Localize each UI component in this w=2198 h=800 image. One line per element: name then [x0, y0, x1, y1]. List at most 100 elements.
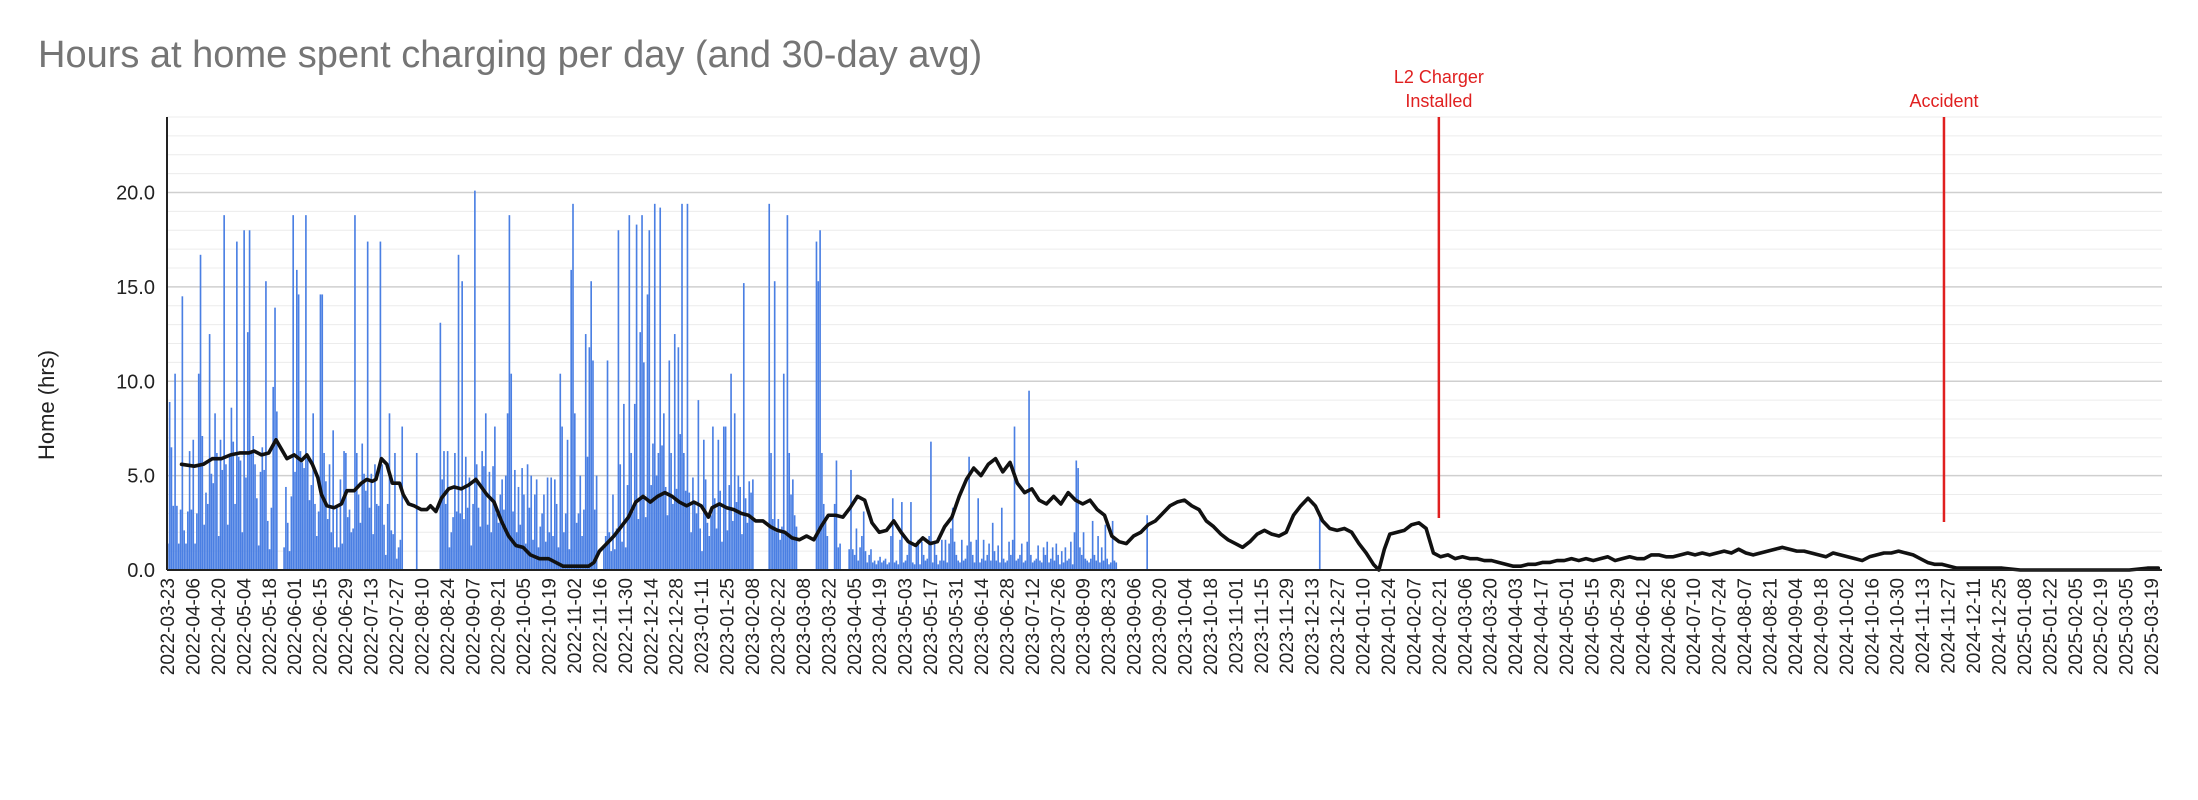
bar	[1010, 554, 1012, 570]
bar	[962, 560, 965, 570]
bar	[248, 230, 251, 570]
x-tick-label: 2024-06-12	[1633, 578, 1654, 675]
bar	[1115, 562, 1118, 570]
bar	[223, 215, 225, 570]
bar	[697, 400, 700, 571]
bar	[374, 464, 376, 570]
bar	[683, 452, 685, 570]
bar	[850, 469, 852, 570]
x-tick-label: 2023-10-04	[1175, 578, 1196, 676]
bar	[655, 475, 658, 571]
bar	[181, 296, 184, 570]
x-tick-label: 2023-10-18	[1201, 578, 1222, 675]
bar	[506, 413, 509, 570]
bar	[226, 524, 229, 570]
bar	[915, 545, 918, 570]
bar	[984, 560, 987, 570]
bar	[773, 281, 776, 570]
bar	[643, 362, 645, 571]
bar	[944, 539, 947, 570]
bar	[230, 407, 233, 570]
x-tick-label: 2022-06-01	[285, 578, 306, 675]
bar	[497, 522, 500, 570]
x-tick-label: 2024-05-01	[1557, 578, 1578, 675]
bar	[486, 524, 489, 570]
x-tick-label: 2023-02-22	[768, 578, 789, 675]
bar	[833, 503, 836, 570]
bar	[305, 215, 307, 570]
bar	[746, 522, 749, 570]
bar	[317, 511, 320, 570]
bar	[243, 230, 245, 570]
y-tick-label: 10.0	[116, 371, 155, 393]
bar	[328, 464, 331, 570]
bar	[381, 464, 384, 570]
bar	[882, 560, 885, 570]
bar	[1053, 560, 1056, 570]
bar	[530, 475, 533, 571]
bar	[781, 526, 783, 570]
bar	[523, 494, 525, 570]
bar	[990, 560, 992, 570]
bar	[257, 545, 260, 570]
bar	[570, 269, 572, 570]
bar	[246, 332, 249, 570]
bar	[439, 322, 442, 570]
bar	[911, 562, 914, 570]
x-tick-label: 2024-08-21	[1761, 578, 1782, 675]
bar	[997, 545, 999, 570]
bar	[621, 541, 623, 570]
bar	[415, 452, 418, 570]
y-tick-label: 20.0	[116, 183, 155, 205]
x-tick-label: 2022-09-07	[463, 578, 484, 675]
bar	[541, 513, 543, 571]
bar	[741, 534, 743, 570]
bar	[637, 519, 640, 570]
x-tick-label: 2022-04-20	[209, 578, 230, 675]
bar	[297, 294, 300, 570]
bar	[713, 498, 716, 570]
bar	[855, 528, 858, 570]
bar	[179, 509, 182, 570]
bar	[686, 203, 689, 570]
bar	[873, 560, 876, 570]
x-tick-label: 2023-06-28	[997, 578, 1018, 675]
bar	[188, 451, 191, 570]
bar	[942, 560, 945, 570]
x-tick-label: 2023-03-08	[794, 578, 815, 675]
bar	[661, 445, 663, 570]
bar	[899, 539, 901, 570]
bar	[664, 486, 667, 570]
bar	[581, 536, 583, 570]
bar	[946, 562, 949, 570]
bar	[973, 562, 976, 570]
bar	[310, 485, 313, 570]
bar	[606, 360, 609, 570]
x-tick-label: 2024-10-02	[1837, 578, 1858, 675]
bar	[1066, 560, 1069, 570]
bar	[931, 562, 934, 570]
bar	[908, 541, 910, 570]
x-tick-label: 2022-08-24	[438, 578, 459, 676]
bar	[194, 543, 196, 570]
bar	[839, 543, 841, 570]
x-tick-label: 2023-12-13	[1303, 578, 1324, 675]
bar	[383, 524, 385, 570]
bar	[232, 441, 235, 570]
bar	[1084, 558, 1087, 570]
bar	[906, 554, 909, 570]
bar	[1017, 558, 1019, 570]
bar	[1046, 541, 1049, 570]
bar	[375, 503, 378, 570]
bar	[236, 241, 238, 570]
bar	[306, 454, 309, 570]
x-tick-label: 2024-11-27	[1939, 578, 1960, 674]
bar	[1013, 426, 1016, 570]
bar	[323, 452, 325, 570]
bar	[495, 513, 498, 571]
bar	[870, 549, 872, 570]
x-tick-label: 2023-08-09	[1074, 578, 1095, 675]
bar	[1109, 562, 1112, 570]
bar	[1091, 520, 1094, 570]
bar	[726, 530, 729, 570]
